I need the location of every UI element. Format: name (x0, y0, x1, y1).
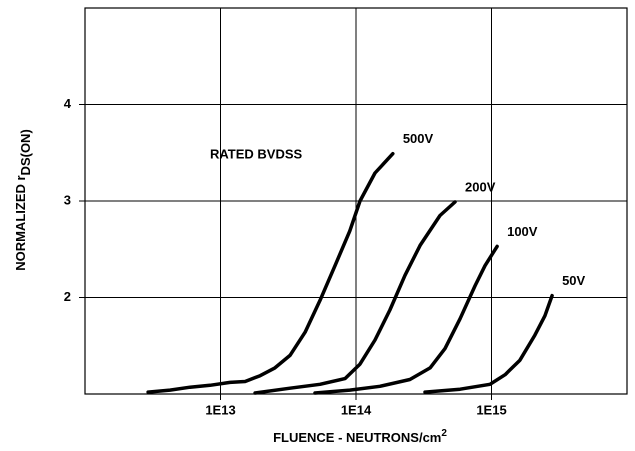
y-axis-label-sub: DS(ON) (18, 129, 33, 175)
series-label: 100V (507, 224, 538, 239)
series-label: 200V (465, 179, 496, 194)
y-tick-label: 3 (64, 192, 71, 207)
series-line (313, 244, 499, 395)
y-tick-label: 4 (64, 96, 72, 111)
x-tick-label: 1E14 (341, 402, 372, 417)
x-axis-label-sup: 2 (441, 428, 447, 439)
y-axis-label-text: NORMALIZED r (13, 175, 28, 270)
series-label: 500V (403, 131, 434, 146)
x-axis-label-text: FLUENCE - NEUTRONS/cm (273, 430, 441, 445)
series-line (423, 293, 554, 394)
y-tick-label: 2 (64, 289, 71, 304)
series-line (253, 200, 457, 395)
x-tick-label: 1E13 (205, 402, 235, 417)
series-line (146, 151, 395, 394)
series-label: 50V (562, 273, 585, 288)
x-axis-label: FLUENCE - NEUTRONS/cm2 (273, 428, 447, 446)
annotation: RATED BVDSS (210, 146, 303, 161)
x-tick-label: 1E15 (476, 402, 506, 417)
y-axis-label: NORMALIZED rDS(ON) (13, 129, 33, 271)
